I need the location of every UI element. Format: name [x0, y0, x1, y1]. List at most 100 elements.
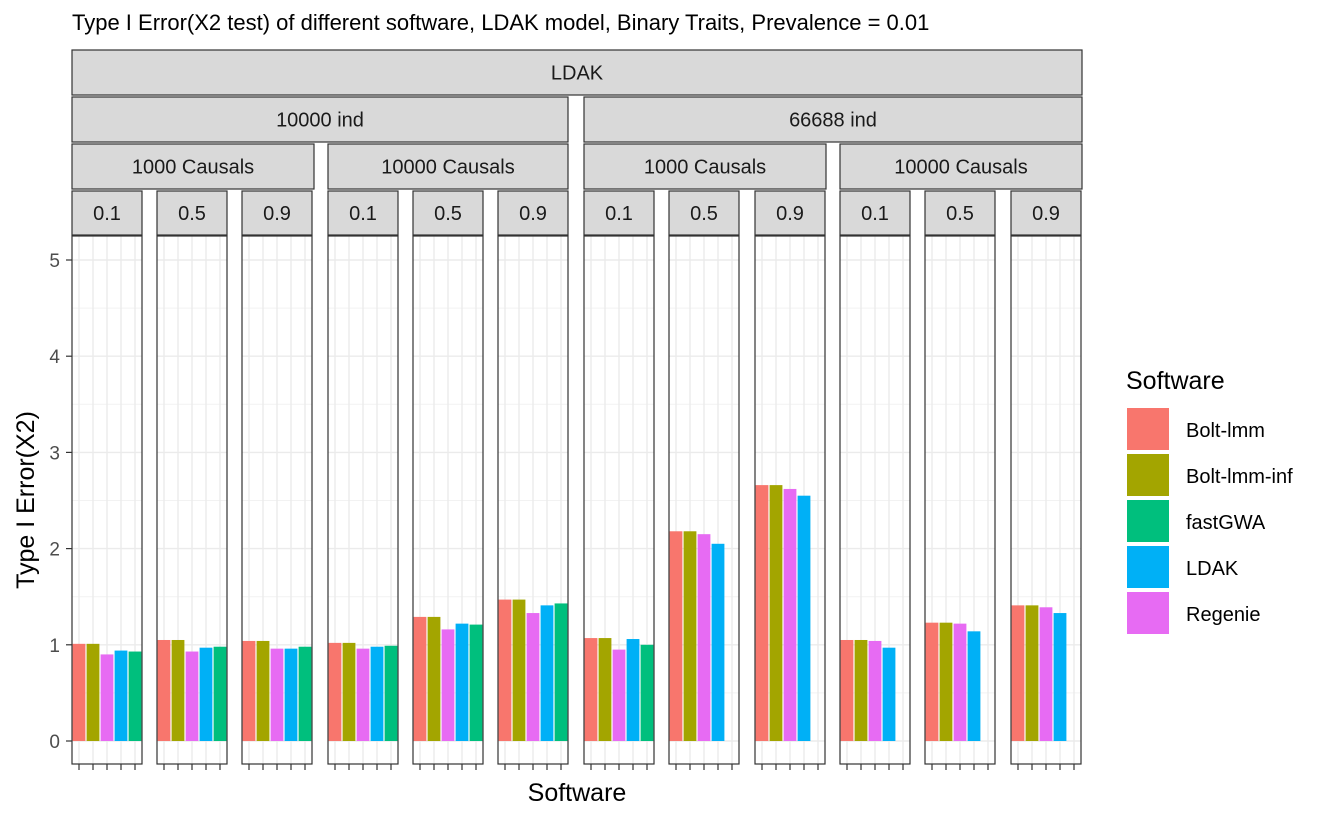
strip-heritability-10-label: 0.1	[861, 203, 889, 225]
bar-regenie: Regenie: 1.04	[868, 640, 882, 741]
strip-heritability-8-bg	[668, 190, 740, 236]
legend-swatch	[1127, 454, 1169, 496]
legend-item-bolt-lmm: Bolt-lmm	[1127, 408, 1265, 450]
legend-swatch	[1127, 500, 1169, 542]
strip-heritability-6-bg	[497, 190, 569, 236]
bar-bolt-lmm: Bolt-lmm: 2.18	[669, 531, 683, 741]
panel-3: Bolt-lmm: 1.04Bolt-lmm-inf: 1.04Regenie:…	[241, 235, 313, 770]
strip-heritability-4: 0.1	[327, 190, 399, 236]
bar-bolt-lmm-inf: Bolt-lmm-inf: 1.05	[854, 639, 868, 741]
legend-swatch	[1127, 546, 1169, 588]
strip-heritability-2: 0.5	[156, 190, 228, 236]
strip-causals-4: 10000 Causals	[839, 143, 1083, 190]
bar-regenie: Regenie: 2.15	[697, 534, 711, 741]
bar-regenie: Regenie: 0.95	[612, 649, 626, 741]
strip-causals-3-bg	[583, 143, 827, 190]
panel-12: Bolt-lmm: 1.41Bolt-lmm-inf: 1.41Regenie:…	[1010, 235, 1082, 770]
bar-bolt-lmm: Bolt-lmm: 1.47	[498, 599, 512, 741]
strip-causals-2-label: 10000 Causals	[381, 157, 514, 179]
x-axis-title: Software	[528, 779, 627, 807]
strip-heritability-8: 0.5	[668, 190, 740, 236]
strip-heritability-4-label: 0.1	[349, 203, 377, 225]
strip-heritability-7: 0.1	[583, 190, 655, 236]
panel-2: Bolt-lmm: 1.05Bolt-lmm-inf: 1.05Regenie:…	[156, 235, 228, 770]
strip-heritability-2-label: 0.5	[178, 203, 206, 225]
bar-regenie: Regenie: 1.33	[526, 613, 540, 741]
bar-fastgwa: fastGWA: 1.21	[469, 624, 483, 741]
legend-item-fastgwa: fastGWA	[1127, 500, 1266, 542]
strip-heritability-6: 0.9	[497, 190, 569, 236]
bar-ldak: LDAK: 0.96	[284, 648, 298, 741]
bar-bolt-lmm: Bolt-lmm: 1.01	[72, 643, 86, 741]
strip-heritability-11: 0.5	[924, 190, 996, 236]
bar-ldak: LDAK: 1.41	[540, 605, 554, 741]
y-tick-label: 3	[49, 443, 60, 464]
strip-model-bg	[71, 49, 1083, 96]
bar-ldak: LDAK: 2.55	[797, 495, 811, 741]
y-tick-label: 5	[49, 251, 60, 272]
y-tick-label: 1	[49, 636, 60, 657]
panel-1: Bolt-lmm: 1.01Bolt-lmm-inf: 1.01Regenie:…	[71, 235, 143, 770]
legend: Software Bolt-lmm Bolt-lmm-inf fastGWA LDAK…	[1126, 367, 1293, 634]
strip-causals-3-label: 1000 Causals	[644, 157, 766, 179]
strip-heritability-12: 0.9	[1010, 190, 1082, 236]
bar-ldak: LDAK: 0.98	[370, 646, 384, 741]
strip-heritability-9: 0.9	[754, 190, 826, 236]
strip-heritability-2-bg	[156, 190, 228, 236]
strip-individuals-2-label: 66688 ind	[789, 110, 877, 132]
y-tick-label: 2	[49, 540, 60, 561]
bar-bolt-lmm-inf: Bolt-lmm-inf: 1.07	[598, 638, 612, 741]
bar-regenie: Regenie: 0.93	[185, 651, 199, 741]
strip-heritability-4-bg	[327, 190, 399, 236]
bar-bolt-lmm-inf: Bolt-lmm-inf: 1.01	[86, 643, 100, 741]
panel-6: Bolt-lmm: 1.47Bolt-lmm-inf: 1.47Regenie:…	[497, 235, 569, 770]
bar-fastgwa: fastGWA: 1	[640, 644, 654, 741]
strip-heritability-6-label: 0.9	[519, 203, 547, 225]
strip-model: LDAK	[71, 49, 1083, 96]
strip-heritability-5-label: 0.5	[434, 203, 462, 225]
legend-swatch	[1127, 592, 1169, 634]
bar-bolt-lmm-inf: Bolt-lmm-inf: 2.66	[769, 485, 783, 741]
bar-regenie: Regenie: 1.22	[953, 623, 967, 741]
panel-5: Bolt-lmm: 1.29Bolt-lmm-inf: 1.29Regenie:…	[412, 235, 484, 770]
bar-bolt-lmm-inf: Bolt-lmm-inf: 1.47	[512, 599, 526, 741]
bar-bolt-lmm: Bolt-lmm: 1.05	[840, 639, 854, 741]
facet-panels: Bolt-lmm: 1.01Bolt-lmm-inf: 1.01 Regenie:…	[71, 235, 1082, 770]
strip-heritability-12-label: 0.9	[1032, 203, 1060, 225]
bar-fastgwa: fastGWA: 0.98	[213, 646, 227, 741]
strip-causals-1-label: 1000 Causals	[132, 157, 254, 179]
strip-heritability-11-label: 0.5	[946, 203, 974, 225]
panel-8: Bolt-lmm: 2.18Bolt-lmm-inf: 2.18Regenie:…	[668, 235, 740, 770]
bar-bolt-lmm: Bolt-lmm: 1.02	[328, 642, 342, 741]
bar-fastgwa: fastGWA: 0.93	[128, 651, 142, 741]
strip-causals-4-bg	[839, 143, 1083, 190]
legend-label: Bolt-lmm	[1186, 420, 1265, 442]
strip-causals-1: 1000 Causals	[71, 143, 315, 190]
bar-regenie: Regenie: 0.96	[356, 648, 370, 741]
strip-heritability-1: 0.1	[71, 190, 143, 236]
legend-label: Bolt-lmm-inf	[1186, 466, 1293, 488]
bar-ldak: LDAK: 1.22	[455, 623, 469, 741]
y-axis: 0 1 2 3 4 5	[49, 251, 72, 753]
bar-bolt-lmm-inf: Bolt-lmm-inf: 1.02	[342, 642, 356, 741]
strip-heritability-7-label: 0.1	[605, 203, 633, 225]
facet-strips: LDAK 10000 ind 66688 ind 1000 Causals 10000 …	[71, 49, 1083, 236]
strip-model-label: LDAK	[551, 63, 604, 85]
bar-bolt-lmm-inf: Bolt-lmm-inf: 1.05	[171, 639, 185, 741]
strip-heritability-8-label: 0.5	[690, 203, 718, 225]
strip-heritability-9-bg	[754, 190, 826, 236]
bar-bolt-lmm: Bolt-lmm: 1.41	[1011, 605, 1025, 741]
chart-title: Type I Error(X2 test) of different softw…	[72, 10, 929, 35]
legend-item-bolt-lmm-inf: Bolt-lmm-inf	[1127, 454, 1293, 496]
strip-individuals-2: 66688 ind	[583, 96, 1083, 143]
legend-swatch	[1127, 408, 1169, 450]
strip-individuals-2-bg	[583, 96, 1083, 143]
panel-9: Bolt-lmm: 2.66Bolt-lmm-inf: 2.66Regenie:…	[754, 235, 826, 770]
y-tick-label: 0	[49, 732, 60, 753]
legend-label: fastGWA	[1186, 512, 1266, 534]
strip-causals-1-bg	[71, 143, 315, 190]
strip-individuals-1-label: 10000 ind	[276, 110, 364, 132]
strip-causals-2: 10000 Causals	[327, 143, 569, 190]
legend-item-ldak: LDAK	[1127, 546, 1239, 588]
strip-heritability-3-bg	[241, 190, 313, 236]
